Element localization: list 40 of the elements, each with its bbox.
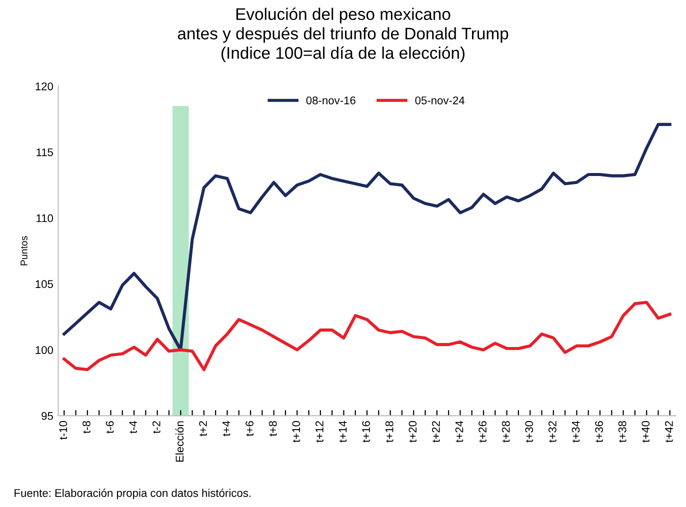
x-tick-label: t+32 (548, 421, 556, 442)
legend-label: 05-nov-24 (415, 96, 464, 104)
legend-label: 08-nov-16 (306, 96, 356, 104)
x-tick-label: t-4 (129, 420, 137, 434)
chart-title: Evolución del peso mexicano antes y después del triunfo de Donald Trump (Indice 100=al día de la elección) (178, 8, 508, 62)
y-tick-label: 115 (36, 148, 53, 156)
x-tick-label: t-6 (106, 421, 114, 434)
x-tick-label: t+34 (572, 420, 580, 442)
x-tick-label: t+38 (618, 421, 626, 442)
line-series (62, 122, 672, 352)
x-tick-label: t+10 (292, 421, 300, 442)
x-tick-label: t+30 (525, 421, 534, 442)
x-tick-label: t+14 (338, 420, 347, 442)
y-tick-label: 105 (36, 280, 53, 288)
x-tick-label: t+40 (642, 421, 650, 442)
x-tick-label: t-8 (82, 421, 90, 434)
y-tick-label: 120 (36, 82, 54, 90)
x-tick-label: t+4 (222, 420, 230, 436)
x-tick-label: t+12 (316, 421, 324, 442)
y-axis-title: Puntos (20, 236, 28, 266)
y-tick-label: 110 (36, 214, 54, 222)
x-tick-label: t+20 (408, 421, 417, 442)
x-tick-label: t+36 (595, 421, 603, 442)
x-tick-label: t-2 (152, 421, 160, 434)
x-tick-label: t-10 (59, 421, 68, 440)
x-tick-label: t+28 (502, 421, 510, 442)
source-note: Fuente: Elaboración propia con datos históricos. (14, 488, 250, 500)
x-tick-label: t+2 (199, 421, 207, 436)
x-tick-label: t+22 (432, 421, 440, 442)
x-tick-label: t+24 (455, 420, 464, 442)
line-series (62, 300, 672, 372)
x-tick-label: Elección (175, 421, 184, 462)
y-tick-label: 100 (36, 346, 54, 354)
x-tick-label: t+16 (362, 421, 370, 442)
x-tick-label: t+8 (268, 421, 277, 436)
x-tick-label: t+6 (246, 421, 254, 436)
y-tick-label: 95 (42, 412, 53, 420)
x-tick-label: t+42 (665, 421, 673, 442)
x-tick-label: t+26 (478, 421, 486, 442)
x-tick-label: t+18 (385, 421, 394, 442)
